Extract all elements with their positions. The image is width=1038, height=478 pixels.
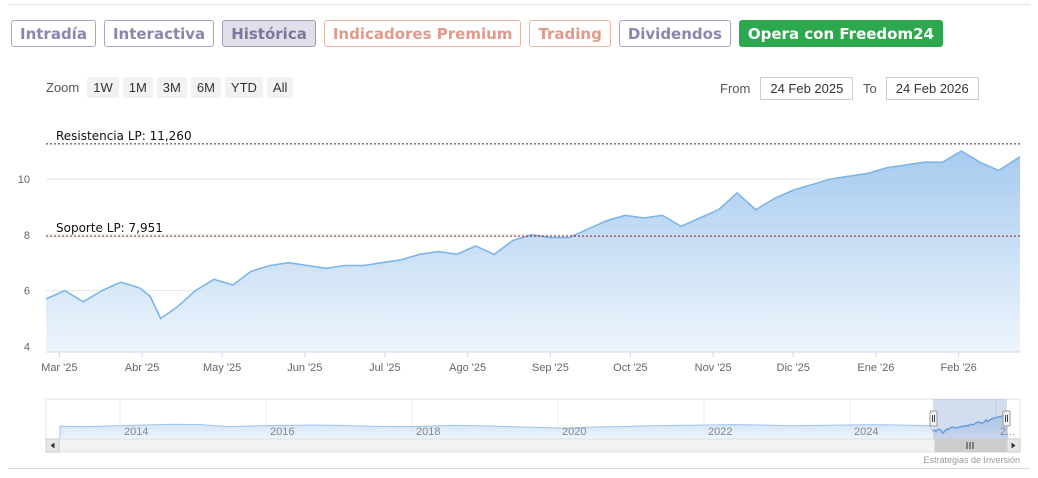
x-tick-label: Sep '25 xyxy=(532,362,569,374)
price-area xyxy=(46,151,1020,352)
navigator-tick-label: 2024 xyxy=(854,426,878,438)
scrollbar-thumb[interactable] xyxy=(934,438,1008,453)
navigator-selection-line xyxy=(932,414,1008,435)
to-label: To xyxy=(863,81,877,96)
navigator-tick-label: 2022 xyxy=(708,426,732,438)
scrollbar-track[interactable] xyxy=(45,438,1021,453)
navigator-right-handle[interactable] xyxy=(1002,410,1011,427)
tab-intradia[interactable]: Intradía xyxy=(11,20,96,47)
x-tick-label: Dic '25 xyxy=(777,362,810,374)
zoom-3m-button[interactable]: 3M xyxy=(156,77,187,98)
tab-historica[interactable]: Histórica xyxy=(222,20,316,47)
navigator-tick-label: 2014 xyxy=(124,426,148,438)
price-line xyxy=(45,150,1021,320)
navigator-tick-label: 2018 xyxy=(416,426,440,438)
resistance-label: Resistencia LP: 11,260 xyxy=(56,129,192,143)
x-tick-label: Jul '25 xyxy=(369,362,400,374)
tab-bar: Intradía Interactiva Histórica Indicador… xyxy=(11,20,943,47)
y-tick-label: 10 xyxy=(18,174,30,186)
navigator-tick-label: 2016 xyxy=(270,426,294,438)
tab-dividendos[interactable]: Dividendos xyxy=(618,20,731,47)
navigator-left-handle[interactable] xyxy=(929,410,938,427)
chart-credits: Estrategias de Inversión xyxy=(923,455,1020,465)
zoom-all-button[interactable]: All xyxy=(266,77,294,98)
tab-trading[interactable]: Trading xyxy=(529,20,611,47)
zoom-6m-button[interactable]: 6M xyxy=(190,77,221,98)
zoom-label: Zoom xyxy=(46,80,80,95)
zoom-selector: Zoom 1W 1M 3M 6M YTD All xyxy=(46,77,294,98)
x-tick-label: Mar '25 xyxy=(41,362,77,374)
y-tick-label: 4 xyxy=(24,341,30,353)
range-to: To 24 Feb 2026 xyxy=(863,77,979,100)
navigator-tick-label: 2020 xyxy=(562,426,586,438)
from-label: From xyxy=(720,81,751,96)
zoom-1w-button[interactable]: 1W xyxy=(87,77,119,98)
x-tick-label: Jun '25 xyxy=(287,362,322,374)
y-tick-label: 8 xyxy=(24,230,30,242)
tab-interactiva[interactable]: Interactiva xyxy=(103,20,215,47)
x-tick-label: Abr '25 xyxy=(125,362,160,374)
x-tick-label: Feb '26 xyxy=(940,362,976,374)
x-tick-label: Oct '25 xyxy=(613,362,648,374)
to-date-input[interactable]: 24 Feb 2026 xyxy=(885,77,979,100)
scroll-left-arrow-icon xyxy=(50,442,55,449)
x-tick-label: Ago '25 xyxy=(449,362,486,374)
tab-indicadores-premium[interactable]: Indicadores Premium xyxy=(323,20,522,47)
scroll-right-arrow-icon xyxy=(1011,442,1016,449)
opera-freedom24-button[interactable]: Opera con Freedom24 xyxy=(738,20,943,47)
from-date-input[interactable]: 24 Feb 2025 xyxy=(760,77,854,100)
x-tick-label: May '25 xyxy=(203,362,241,374)
x-tick-label: Nov '25 xyxy=(695,362,732,374)
range-from: From 24 Feb 2025 xyxy=(720,77,854,100)
zoom-ytd-button[interactable]: YTD xyxy=(224,77,263,98)
zoom-1m-button[interactable]: 1M xyxy=(122,77,153,98)
support-label: Soporte LP: 7,951 xyxy=(56,221,163,235)
navigator-tick-label: 2... xyxy=(1000,426,1015,438)
bottom-divider xyxy=(8,468,1030,469)
x-tick-label: Ene '26 xyxy=(857,362,894,374)
navigator-selection[interactable] xyxy=(933,399,1007,439)
top-divider xyxy=(8,4,1030,5)
y-tick-label: 6 xyxy=(24,286,30,298)
